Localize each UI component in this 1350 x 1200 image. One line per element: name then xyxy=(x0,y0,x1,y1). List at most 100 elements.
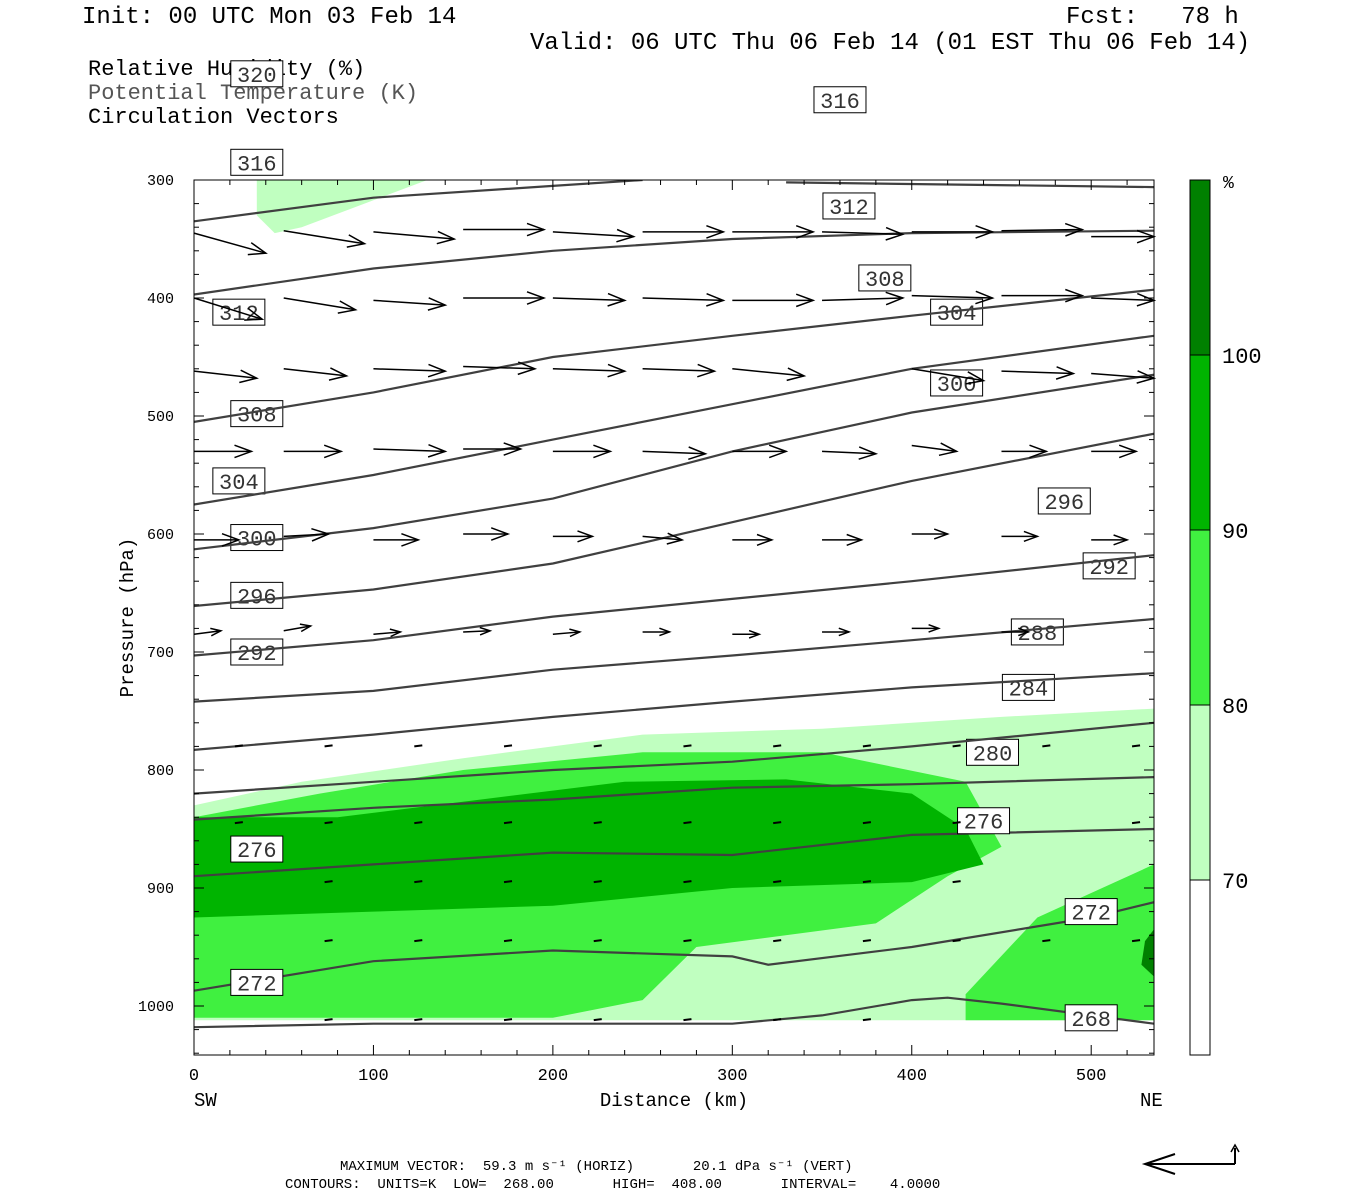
forecast-hour: Fcst: 78 h xyxy=(1066,4,1239,31)
vector-2-2 xyxy=(373,363,448,378)
theta-label-304-0: 304 xyxy=(219,471,259,496)
vector-1-9 xyxy=(1001,288,1085,303)
legend-potential-temperature: Potential Temperature (K) xyxy=(88,81,419,106)
vector-5-3 xyxy=(463,626,493,636)
vector-0-9 xyxy=(1001,222,1085,237)
vector-4-0 xyxy=(194,532,242,547)
vector-3-7 xyxy=(822,446,879,460)
y-tick-label-800: 800 xyxy=(147,763,174,780)
small-vector-1-2 xyxy=(414,821,423,825)
footer-max-vector: MAXIMUM VECTOR: 59.3 m s⁻¹ (HORIZ) 20.1 … xyxy=(340,1159,853,1175)
colorbar-label-90: 90 xyxy=(1222,520,1248,545)
rh-region-70-1 xyxy=(256,180,428,234)
small-vector-0-10 xyxy=(1131,744,1141,748)
small-vector-2-4 xyxy=(683,880,692,884)
theta-label-296-1: 296 xyxy=(1044,491,1084,516)
small-vector-2-2 xyxy=(503,880,513,884)
theta-label-box-308-1 xyxy=(858,264,912,292)
vector-5-7 xyxy=(822,627,852,637)
valid-time: Valid: 06 UTC Thu 06 Feb 14 (01 EST Thu … xyxy=(530,30,1251,57)
theta-contour-284 xyxy=(194,721,1154,795)
small-vector-0-3 xyxy=(503,744,513,748)
vector-5-2 xyxy=(373,628,403,638)
vector-5-4 xyxy=(552,628,582,638)
small-vector-3-8 xyxy=(1042,939,1051,943)
theta-label-box-272-1 xyxy=(230,968,284,996)
theta-label-296-0: 296 xyxy=(237,585,277,610)
vector-5-5 xyxy=(642,627,672,637)
vector-5-8 xyxy=(911,623,941,633)
vector-2-0 xyxy=(193,369,259,384)
y-tick-label-1000: 1000 xyxy=(138,999,174,1016)
theta-label-316-0: 316 xyxy=(237,152,277,177)
x-end-label-left: SW xyxy=(194,1090,217,1112)
theta-contour-272 xyxy=(194,901,1154,992)
small-vector-3-9 xyxy=(1131,939,1141,943)
colorbar-segment-3 xyxy=(1189,354,1211,531)
vector-1-5 xyxy=(642,293,726,307)
theta-label-300-1: 300 xyxy=(937,373,977,398)
plot-frame xyxy=(193,179,1155,1056)
vector-3-3 xyxy=(463,442,523,456)
vector-4-2 xyxy=(373,532,421,547)
y-tick-label-500: 500 xyxy=(147,409,174,426)
small-vector-3-4 xyxy=(683,939,692,943)
y-tick-label-600: 600 xyxy=(147,527,174,544)
colorbar-segment-0 xyxy=(1189,879,1211,1056)
vector-2-7 xyxy=(911,368,986,385)
init-time: Init: 00 UTC Mon 03 Feb 14 xyxy=(82,4,457,31)
rh-region-90-4 xyxy=(194,779,984,918)
cross-section-chart: 2682722722762762802842882922922962963003… xyxy=(117,60,1262,1112)
small-vector-4-3 xyxy=(593,1018,602,1022)
vector-0-5 xyxy=(642,224,726,239)
x-tick-label-0: 0 xyxy=(189,1067,199,1086)
theta-contour-14 xyxy=(786,181,1154,189)
vector-0-6 xyxy=(732,224,816,239)
vector-0-8 xyxy=(911,224,995,239)
theta-contour-296 xyxy=(194,554,1154,657)
small-vector-3-6 xyxy=(862,939,872,943)
y-tick-label-700: 700 xyxy=(147,645,174,662)
small-vector-0-0 xyxy=(234,744,243,748)
y-axis-label: Pressure (hPa) xyxy=(117,538,139,698)
small-vector-3-2 xyxy=(503,939,513,943)
x-tick-label-100: 100 xyxy=(358,1067,389,1086)
vector-1-4 xyxy=(552,292,627,307)
theta-contour-300 xyxy=(194,432,1154,608)
vector-5-6 xyxy=(732,629,762,639)
vector-5-0 xyxy=(193,627,224,637)
vector-2-8 xyxy=(1001,366,1076,380)
small-vector-0-7 xyxy=(862,744,872,748)
small-vector-1-8 xyxy=(952,821,961,825)
small-vector-1-9 xyxy=(1131,821,1141,825)
vector-3-0 xyxy=(194,444,254,459)
vector-1-6 xyxy=(732,293,816,308)
theta-label-box-276-0 xyxy=(230,835,284,863)
theta-label-box-296-0 xyxy=(230,581,284,609)
vector-3-8 xyxy=(911,442,959,457)
vector-3-9 xyxy=(1001,444,1049,459)
theta-contour-280 xyxy=(194,776,1154,821)
reference-vector-icon xyxy=(1141,1143,1240,1175)
small-vector-2-1 xyxy=(414,880,423,884)
vector-4-7 xyxy=(822,533,864,547)
theta-label-box-316-0 xyxy=(230,148,284,176)
theta-label-box-276-1 xyxy=(957,807,1011,835)
theta-contour-312 xyxy=(194,288,1154,423)
small-vector-4-5 xyxy=(773,1018,782,1022)
y-tick-label-300: 300 xyxy=(147,173,174,190)
small-vector-2-3 xyxy=(593,880,602,884)
vector-3-4 xyxy=(552,444,613,459)
vector-1-2 xyxy=(373,297,448,311)
small-vector-2-7 xyxy=(952,880,961,884)
theta-contour-320 xyxy=(194,180,643,223)
theta-label-316-1: 316 xyxy=(820,90,860,115)
theta-label-308-0: 308 xyxy=(237,404,277,429)
vector-1-0 xyxy=(193,297,265,321)
theta-label-box-312-1 xyxy=(822,192,876,220)
theta-contour-292 xyxy=(194,617,1154,703)
colorbar-label-70: 70 xyxy=(1222,870,1248,895)
x-axis-label: Distance (km) xyxy=(600,1090,748,1112)
colorbar-label-100: 100 xyxy=(1222,345,1262,370)
vector-3-5 xyxy=(642,446,708,461)
